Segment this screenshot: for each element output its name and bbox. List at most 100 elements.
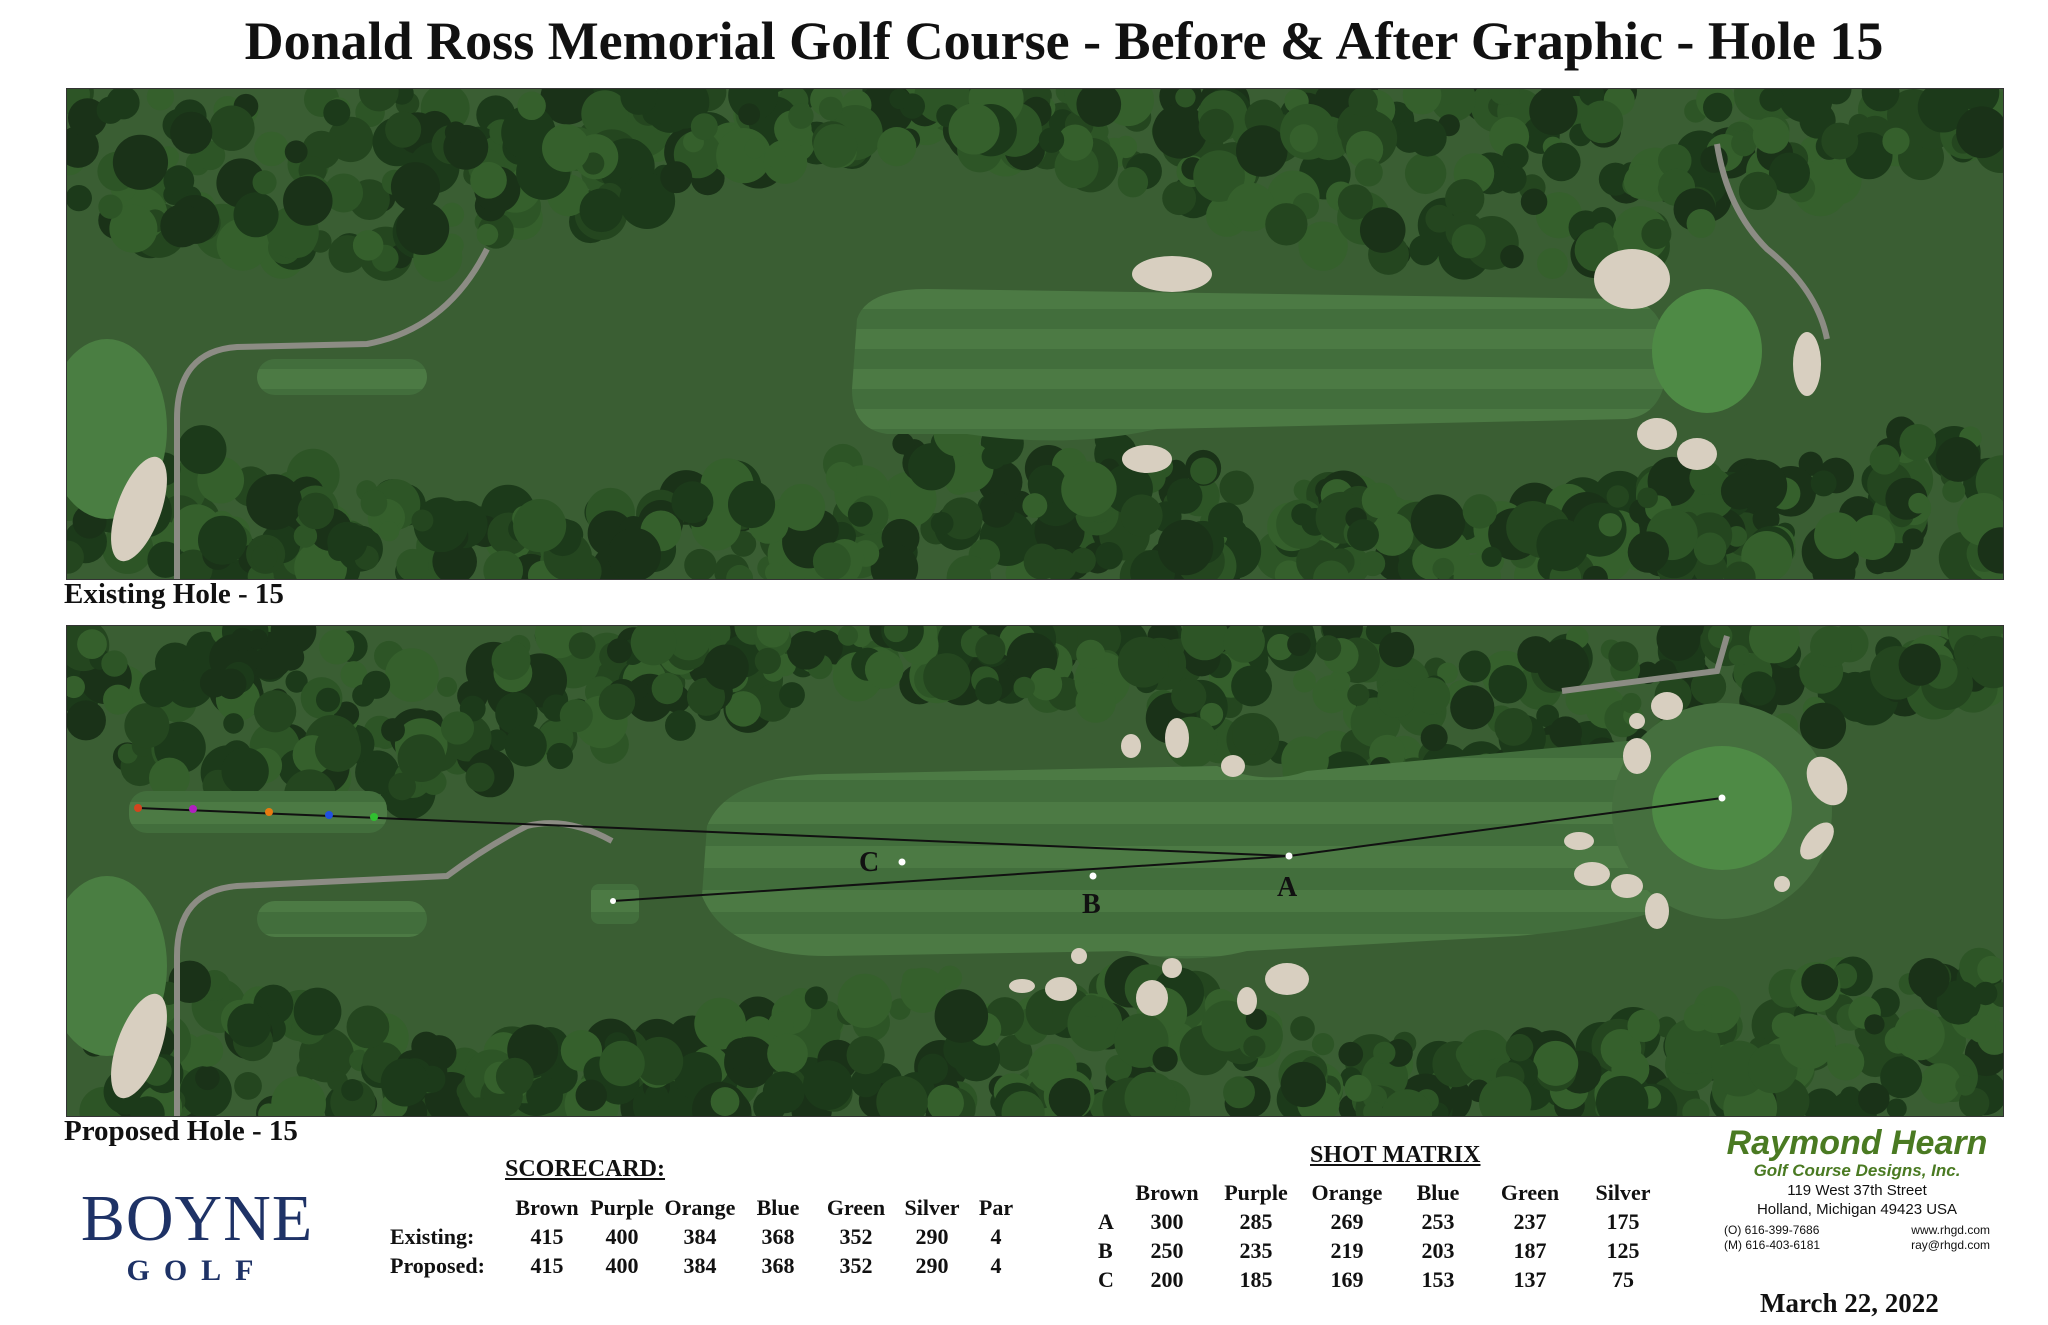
tree: [341, 1078, 364, 1102]
tree: [762, 1071, 805, 1114]
tree: [352, 684, 375, 707]
tree: [1886, 1098, 1907, 1116]
cell: 237: [1513, 1208, 1547, 1234]
tree: [1348, 89, 1378, 117]
tree: [1656, 626, 1701, 661]
tree: [744, 138, 765, 159]
tree: [1637, 487, 1658, 509]
tree: [1280, 1061, 1326, 1108]
col-header: Blue: [756, 1194, 800, 1220]
tree: [1936, 980, 1981, 1025]
row-label: Existing:: [390, 1223, 475, 1249]
tree: [1821, 122, 1859, 160]
tree: [254, 690, 297, 733]
tree: [1627, 531, 1670, 573]
tree: [1219, 470, 1254, 505]
tree: [495, 692, 538, 735]
tree: [864, 650, 904, 689]
tree: [1404, 152, 1447, 195]
tree: [1827, 1043, 1865, 1081]
tree: [552, 89, 575, 101]
tree: [1378, 631, 1415, 668]
tree: [96, 96, 125, 124]
tree: [1720, 472, 1759, 510]
tree: [1967, 1014, 1997, 1043]
tree: [234, 1072, 262, 1100]
tee-marker: [134, 804, 142, 812]
label-b: B: [1082, 889, 1101, 920]
cell: 352: [839, 1252, 873, 1278]
tree: [979, 492, 1015, 528]
tree: [1354, 158, 1383, 187]
tree: [1061, 461, 1117, 517]
tree: [1437, 662, 1458, 684]
tee-marker: [189, 805, 197, 813]
tree: [1908, 958, 1950, 1000]
col-header: Brown: [1135, 1179, 1199, 1205]
tree: [764, 146, 786, 168]
tree: [285, 670, 308, 693]
tree: [665, 710, 696, 741]
fairway: [852, 289, 1667, 441]
bunkers: [111, 249, 1821, 562]
cell: 185: [1239, 1266, 1273, 1292]
tree: [1902, 528, 1924, 550]
tree: [725, 691, 761, 727]
tree: [230, 627, 255, 652]
tree: [101, 650, 128, 677]
tree: [1265, 203, 1308, 246]
pin-marker: [1718, 794, 1726, 802]
tree: [1029, 667, 1063, 701]
cell: 75: [1612, 1266, 1634, 1292]
cell: 290: [915, 1223, 949, 1249]
tree: [883, 626, 909, 643]
tree: [124, 703, 170, 749]
tree: [293, 524, 318, 548]
cell: 187: [1513, 1237, 1547, 1263]
shot-matrix-header-row: Brown Purple Orange Blue Green Silver: [1098, 1178, 1670, 1207]
tree: [67, 540, 84, 574]
tree: [1402, 89, 1442, 115]
tree: [1162, 181, 1197, 216]
tree: [1529, 89, 1578, 136]
tree: [1337, 184, 1373, 220]
tree: [380, 1058, 429, 1107]
tree: [1724, 561, 1756, 579]
tree: [900, 967, 946, 1013]
fairway: [702, 741, 1667, 959]
green: [1652, 746, 1792, 870]
tree: [1488, 665, 1528, 704]
tree: [1347, 683, 1370, 706]
tree: [546, 742, 574, 770]
tree: [1231, 665, 1272, 707]
shot-matrix-table: Brown Purple Orange Blue Green Silver A …: [1098, 1178, 1670, 1294]
tree: [1496, 163, 1527, 194]
proposed-hole-aerial: A B C: [66, 625, 2004, 1117]
tree: [1360, 550, 1386, 577]
tree: [579, 188, 624, 233]
tree: [1919, 1063, 1961, 1104]
tree: [1623, 164, 1659, 200]
shot-line-forward: [612, 855, 1290, 902]
page-title: Donald Ross Memorial Golf Course - Befor…: [244, 11, 1884, 71]
tee-markers: [134, 804, 378, 821]
tree: [483, 550, 524, 579]
tree: [1731, 130, 1757, 157]
tree: [67, 700, 106, 741]
tree: [148, 757, 190, 799]
tree: [283, 176, 333, 226]
col-header: Brown: [515, 1194, 579, 1220]
cart-path-green: [1561, 635, 1730, 694]
tree: [1549, 716, 1583, 750]
tree: [813, 123, 858, 168]
document-date: March 22, 2022: [1760, 1288, 1939, 1318]
tree: [77, 629, 107, 659]
tree: [716, 127, 772, 184]
tree: [1450, 685, 1495, 730]
tree: [1810, 470, 1837, 497]
shot-matrix-row-a: A 300 285 269 253 237 175: [1098, 1207, 1670, 1236]
tree: [177, 425, 227, 475]
tree: [1741, 531, 1793, 579]
tree: [1290, 1016, 1315, 1041]
tree: [1582, 565, 1608, 579]
